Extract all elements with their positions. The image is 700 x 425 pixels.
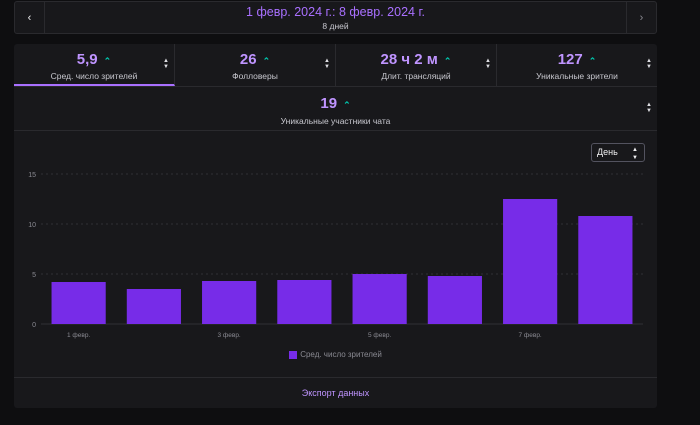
x-tick-label: 3 февр. xyxy=(217,332,240,339)
y-tick-label: 15 xyxy=(28,172,36,179)
trend-up-icon: ⌃ xyxy=(343,100,351,110)
stat-label: Сред. число зрителей xyxy=(50,71,138,81)
stat-tab-followers[interactable]: 26 ⌃ Фолловеры ▲ ▼ xyxy=(175,44,336,86)
stat-tabs: 5,9 ⌃ Сред. число зрителей ▲ ▼ 26 ⌃ Фоллове… xyxy=(14,44,657,87)
granularity-value: День xyxy=(597,147,618,157)
sort-icon[interactable]: ▲ ▼ xyxy=(646,58,652,70)
stat-value: 5,9 xyxy=(76,51,98,68)
sort-icon[interactable]: ▲ ▼ xyxy=(485,58,491,70)
previous-period-button[interactable]: ‹ xyxy=(15,2,45,33)
trend-up-icon: ⌃ xyxy=(443,56,452,66)
legend-label: Сред. число зрителей xyxy=(300,350,382,359)
stat-value: 127 xyxy=(557,51,583,68)
chart-bar xyxy=(126,289,181,324)
stat-tab-unique-chatters[interactable]: 19 ⌃ Уникальные участники чата ▲ ▼ xyxy=(14,88,657,131)
chart-legend[interactable]: Сред. число зрителей xyxy=(14,350,657,359)
chart-svg: 0 5 10 15 1 февр. 3 февр. 5 февр. 7 февр. xyxy=(28,172,643,339)
chevron-left-icon: ‹ xyxy=(27,11,32,24)
y-tick-label: 10 xyxy=(28,222,36,229)
stat-tab-unique-viewers[interactable]: 127 ⌃ Уникальные зрители ▲ ▼ xyxy=(497,44,657,86)
stat-label: Уникальные зрители xyxy=(536,71,618,81)
chart-bar xyxy=(578,216,633,324)
stat-tab-stream-duration[interactable]: 28 ч 2 м ⌃ Длит. трансляций ▲ ▼ xyxy=(336,44,497,86)
avg-viewers-chart: 0 5 10 15 1 февр. 3 февр. 5 февр. 7 февр. xyxy=(14,164,657,374)
chart-bar xyxy=(277,280,332,324)
stats-panel: 5,9 ⌃ Сред. число зрителей ▲ ▼ 26 ⌃ Фоллове… xyxy=(14,44,657,408)
stat-value: 28 ч 2 м xyxy=(380,51,438,68)
stat-label: Длит. трансляций xyxy=(381,71,451,81)
x-tick-label: 5 февр. xyxy=(368,332,391,339)
stat-value: 19 xyxy=(320,95,338,112)
x-tick-label: 1 февр. xyxy=(67,332,90,339)
y-tick-label: 0 xyxy=(32,322,36,329)
chevron-updown-icon: ▲ ▼ xyxy=(632,147,638,161)
date-range-label[interactable]: 1 февр. 2024 г.: 8 февр. 2024 г. xyxy=(246,5,425,19)
stat-label: Уникальные участники чата xyxy=(280,116,391,126)
export-data-button[interactable]: Экспорт данных xyxy=(14,377,657,408)
stat-value: 26 xyxy=(239,51,257,68)
y-tick-label: 5 xyxy=(32,272,36,279)
date-range-days: 8 дней xyxy=(322,21,349,31)
sort-icon[interactable]: ▲ ▼ xyxy=(324,58,330,70)
x-tick-label: 7 февр. xyxy=(518,332,541,339)
chart-bar xyxy=(51,282,106,324)
stat-label: Фолловеры xyxy=(232,71,278,81)
legend-swatch xyxy=(289,350,298,359)
trend-up-icon: ⌃ xyxy=(588,56,597,66)
chart-bar xyxy=(427,276,482,324)
chevron-right-icon: › xyxy=(639,11,644,24)
date-range-bar: ‹ 1 февр. 2024 г.: 8 февр. 2024 г. 8 дне… xyxy=(14,1,657,34)
trend-up-icon: ⌃ xyxy=(262,56,271,66)
chart-bar xyxy=(503,199,558,324)
sort-icon[interactable]: ▲ ▼ xyxy=(646,102,652,114)
next-period-button[interactable]: › xyxy=(626,2,656,33)
granularity-select[interactable]: День ▲ ▼ xyxy=(591,143,645,162)
chart-bar xyxy=(202,281,257,324)
stat-tab-avg-viewers[interactable]: 5,9 ⌃ Сред. число зрителей ▲ ▼ xyxy=(14,44,175,86)
sort-icon[interactable]: ▲ ▼ xyxy=(163,58,169,70)
trend-up-icon: ⌃ xyxy=(103,56,112,66)
chart-bar xyxy=(352,274,407,324)
